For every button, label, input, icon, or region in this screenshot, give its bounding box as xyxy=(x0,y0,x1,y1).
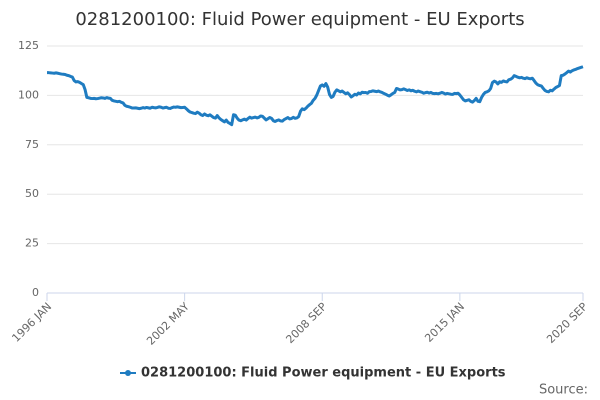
y-tick-label: 75 xyxy=(25,138,39,151)
y-tick-label: 0 xyxy=(32,286,39,299)
y-tick-label: 100 xyxy=(18,88,39,101)
x-tick-label: 2015 JAN xyxy=(422,300,467,345)
x-tick-label: 2002 MAY xyxy=(144,300,192,348)
x-tick-label: 2008 SEP xyxy=(283,300,329,346)
y-tick-label: 25 xyxy=(25,237,39,250)
x-tick-label: 1996 JAN xyxy=(9,300,54,345)
x-tick-label: 2020 SEP xyxy=(544,300,590,346)
y-tick-label: 50 xyxy=(25,187,39,200)
chart-title: 0281200100: Fluid Power equipment - EU E… xyxy=(75,9,524,30)
data-line xyxy=(47,65,584,127)
legend-marker xyxy=(125,370,131,376)
y-tick-label: 125 xyxy=(18,39,39,52)
legend-label: 0281200100: Fluid Power equipment - EU E… xyxy=(141,366,506,381)
source: Source: xyxy=(539,383,588,398)
